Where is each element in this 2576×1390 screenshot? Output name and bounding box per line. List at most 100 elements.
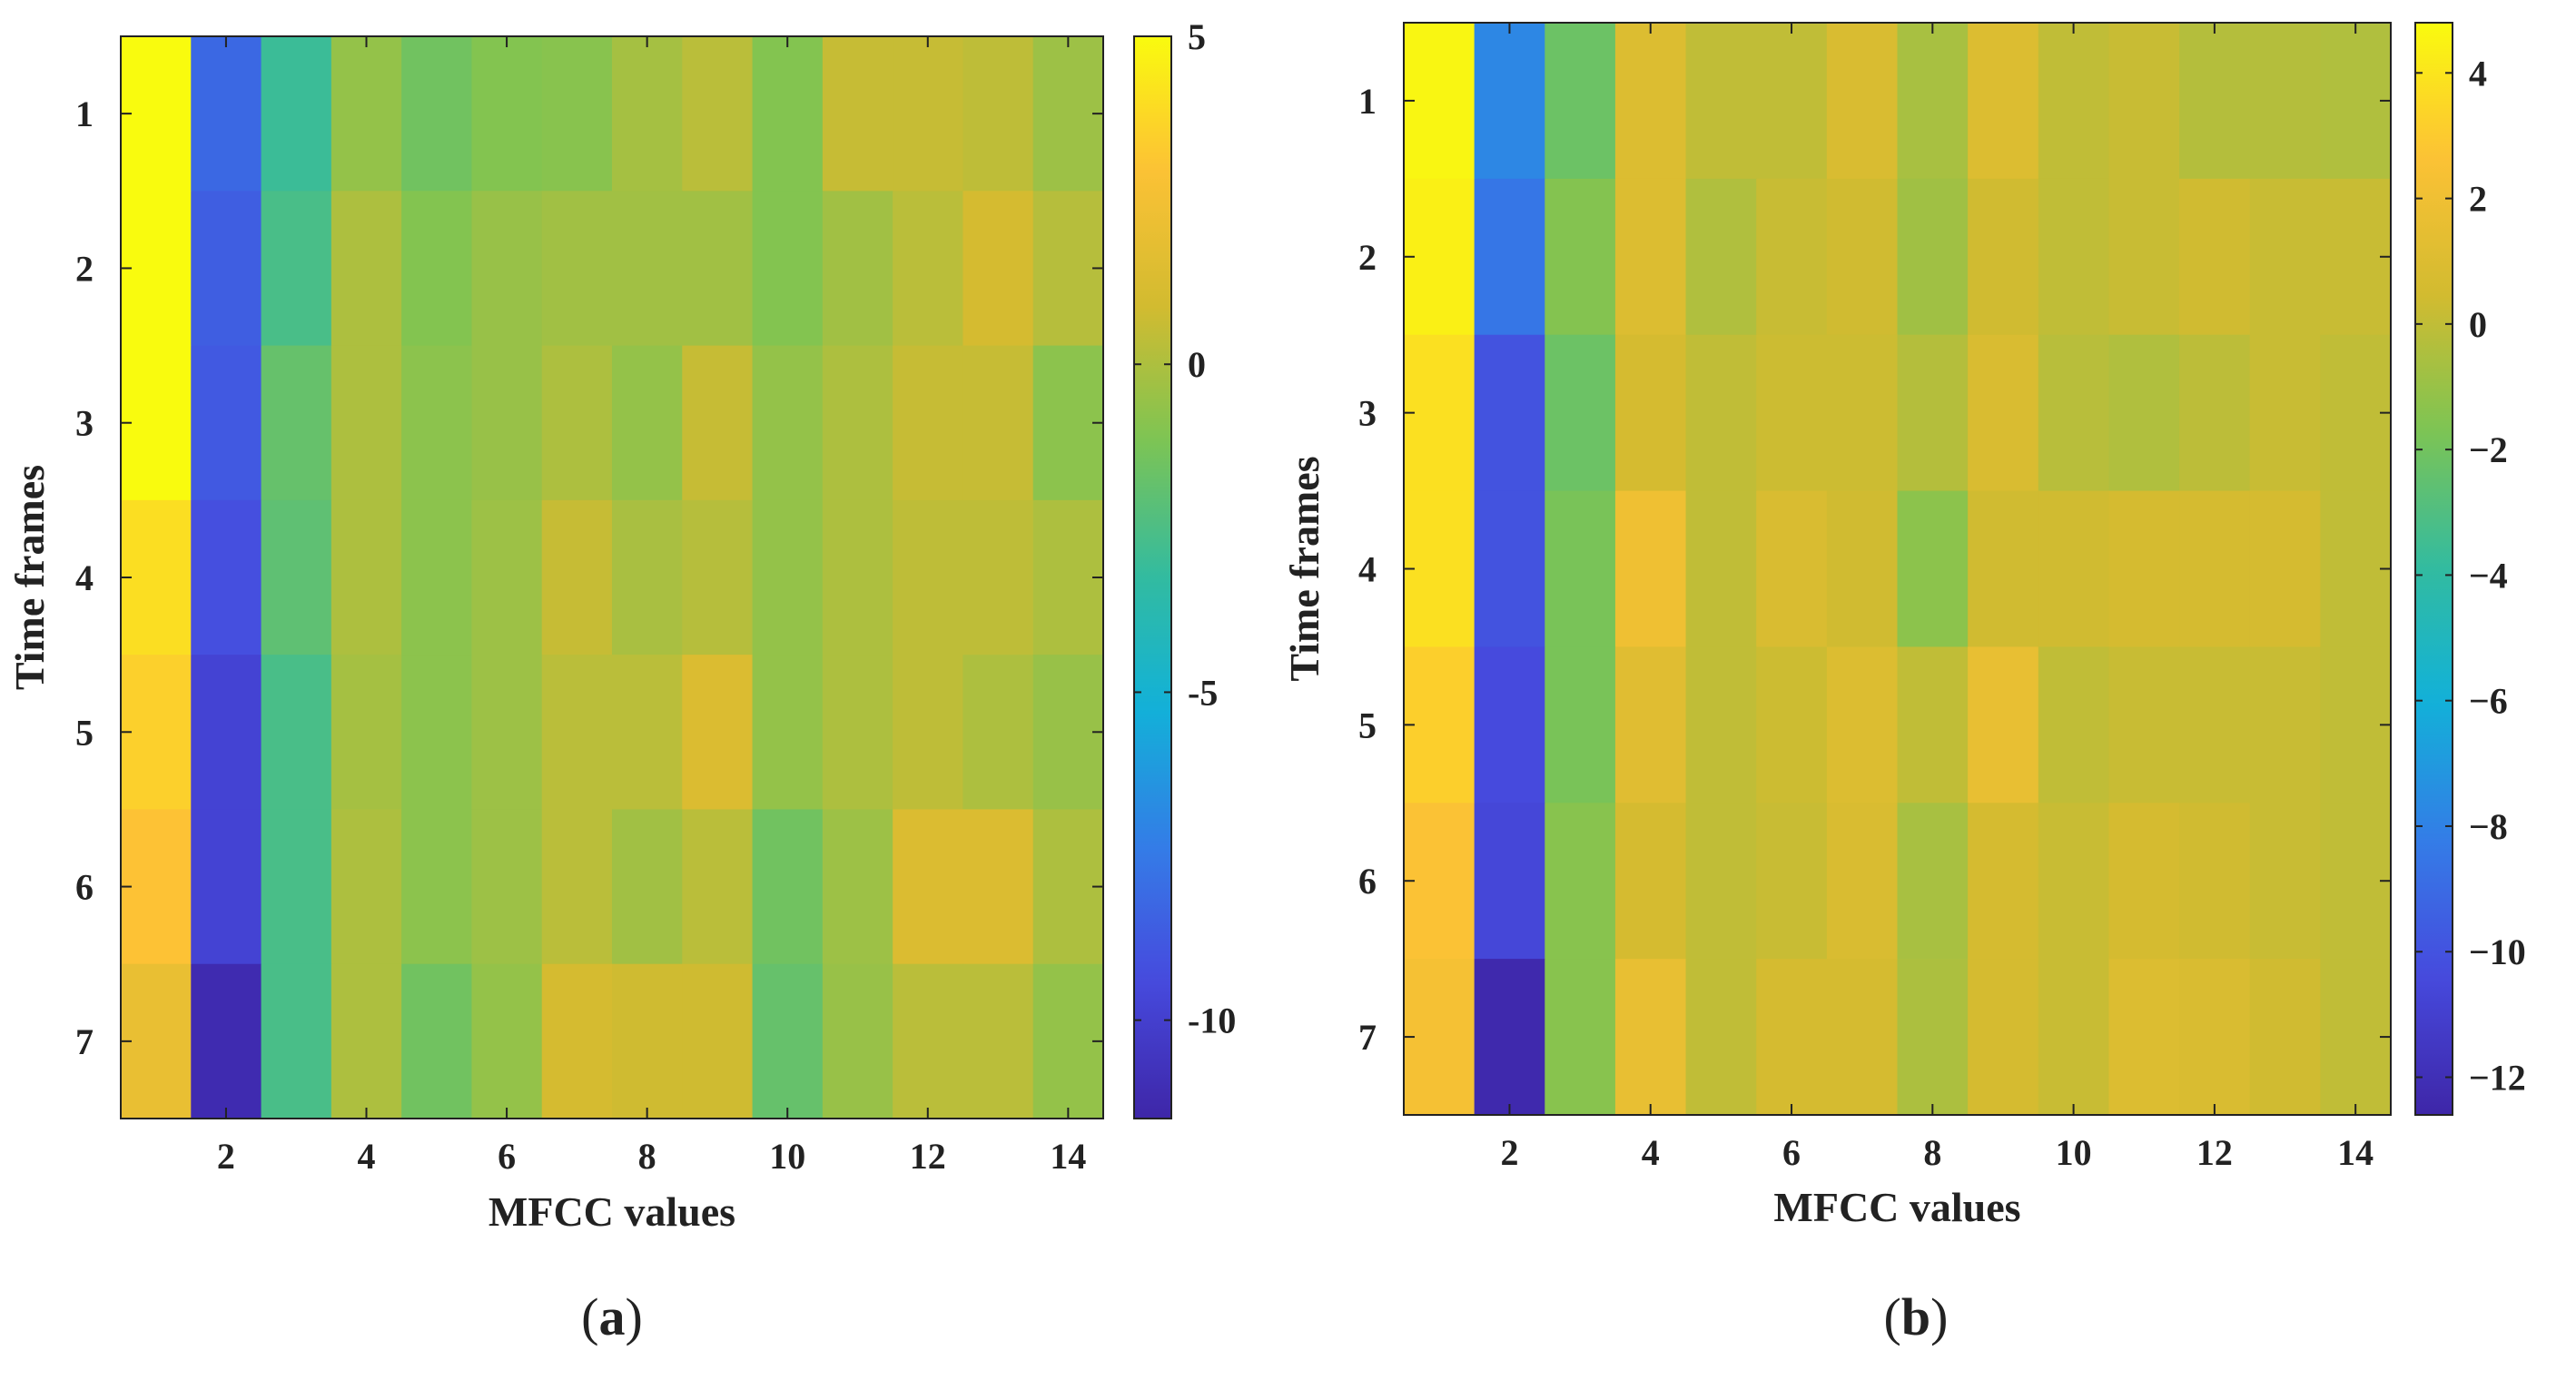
colorbar-tick-label: -5 [1188, 672, 1218, 713]
heatmap-cell [2320, 646, 2392, 803]
heatmap-cell [401, 345, 473, 501]
heatmap-cell [1897, 959, 1969, 1116]
heatmap-cell [2179, 334, 2251, 492]
heatmap-cell [612, 963, 683, 1119]
heatmap-cell [1685, 334, 1757, 492]
heatmap-cell [822, 36, 893, 192]
heatmap-cell [2179, 178, 2251, 336]
heatmap-cell [2320, 490, 2392, 648]
x-axis-label: MFCC values [489, 1188, 735, 1235]
heatmap-cell [1826, 490, 1899, 648]
heatmap-cell [2179, 959, 2251, 1116]
colorbar-tick-label: 5 [1188, 16, 1206, 57]
y-tick-label: 5 [75, 712, 94, 753]
heatmap-cell [1032, 345, 1104, 501]
y-tick-label: 2 [75, 248, 94, 289]
heatmap-cell [1474, 803, 1545, 960]
heatmap-cell [822, 345, 893, 501]
heatmap-cell [331, 963, 402, 1119]
heatmap-cell [401, 36, 473, 192]
x-tick-label: 4 [358, 1136, 376, 1177]
heatmap-cell [191, 963, 262, 1119]
heatmap-cell [2038, 646, 2110, 803]
heatmap-cell [2108, 490, 2180, 648]
heatmap-cell [191, 655, 262, 811]
heatmap-cell [2108, 803, 2180, 960]
heatmap-cell [331, 809, 402, 965]
heatmap-cell [1897, 646, 1969, 803]
heatmap-cell [261, 345, 332, 501]
heatmap-cell [1545, 178, 1616, 336]
y-tick-label: 7 [75, 1021, 94, 1062]
heatmap-cell [1685, 178, 1757, 336]
x-tick-label: 14 [2337, 1132, 2374, 1173]
heatmap-cell [541, 963, 613, 1119]
heatmap-cell [261, 499, 332, 656]
heatmap-cell [1897, 803, 1969, 960]
heatmap-cell [1756, 646, 1828, 803]
heatmap-cell [2108, 646, 2180, 803]
heatmap-cell [1545, 646, 1616, 803]
heatmap-cell [1685, 490, 1757, 648]
heatmap-cell [962, 963, 1034, 1119]
heatmap-cell [1826, 803, 1899, 960]
heatmap-cell [2038, 334, 2110, 492]
x-tick-label: 4 [1642, 1132, 1660, 1173]
heatmap-cell [2249, 646, 2321, 803]
heatmap-cell [331, 345, 402, 501]
heatmap-cells [121, 36, 1104, 1119]
heatmap-cell [2320, 23, 2392, 180]
heatmap-cell [2038, 490, 2110, 648]
heatmap-cell [121, 809, 192, 965]
colorbar-tick-label: 0 [2469, 304, 2487, 345]
heatmap-cell [471, 963, 543, 1119]
heatmap-cell [1826, 646, 1899, 803]
heatmap-cell [752, 191, 824, 347]
colorbar-tick-label: 2 [2469, 179, 2487, 220]
heatmap-cell [471, 809, 543, 965]
colorbar [2414, 22, 2453, 1116]
x-tick-label: 6 [498, 1136, 516, 1177]
heatmap-cell [893, 345, 964, 501]
heatmap-cell [2249, 23, 2321, 180]
heatmap-cell [962, 499, 1034, 656]
heatmap-cell [261, 655, 332, 811]
heatmap-cell [1614, 23, 1687, 180]
heatmap-cell [1032, 809, 1104, 965]
heatmap-cell [893, 191, 964, 347]
colorbar-tick-label: −12 [2469, 1058, 2526, 1099]
y-tick-label: 1 [75, 94, 94, 134]
heatmap-cell [612, 499, 683, 656]
heatmap-cell [1545, 803, 1616, 960]
heatmap-cell [1685, 646, 1757, 803]
heatmap-cell [261, 963, 332, 1119]
heatmap-cell [822, 499, 893, 656]
heatmap-cell [1404, 646, 1476, 803]
heatmap-cell [1614, 646, 1687, 803]
heatmap-cell [261, 191, 332, 347]
heatmap-cell [2038, 803, 2110, 960]
heatmap-cell [471, 36, 543, 192]
heatmap-cell [962, 345, 1034, 501]
heatmap-cell [1474, 959, 1545, 1116]
heatmap-cell [1545, 490, 1616, 648]
colorbar-tick-label: −4 [2469, 555, 2508, 596]
heatmap-cell [471, 655, 543, 811]
heatmap-cell [541, 809, 613, 965]
heatmap-cell [612, 345, 683, 501]
heatmap-cell [752, 963, 824, 1119]
heatmap-cell [612, 36, 683, 192]
heatmap-cell [541, 499, 613, 656]
heatmap-cell [401, 499, 473, 656]
heatmap-cell [331, 499, 402, 656]
colorbar-tick-label: −2 [2469, 429, 2508, 470]
heatmap-cell [121, 345, 192, 501]
heatmap-cell [1897, 178, 1969, 336]
x-tick-label: 14 [1050, 1136, 1086, 1177]
heatmap-cell [121, 963, 192, 1119]
heatmap-cell [1474, 490, 1545, 648]
heatmap-cell [1756, 334, 1828, 492]
heatmap-cell [401, 655, 473, 811]
